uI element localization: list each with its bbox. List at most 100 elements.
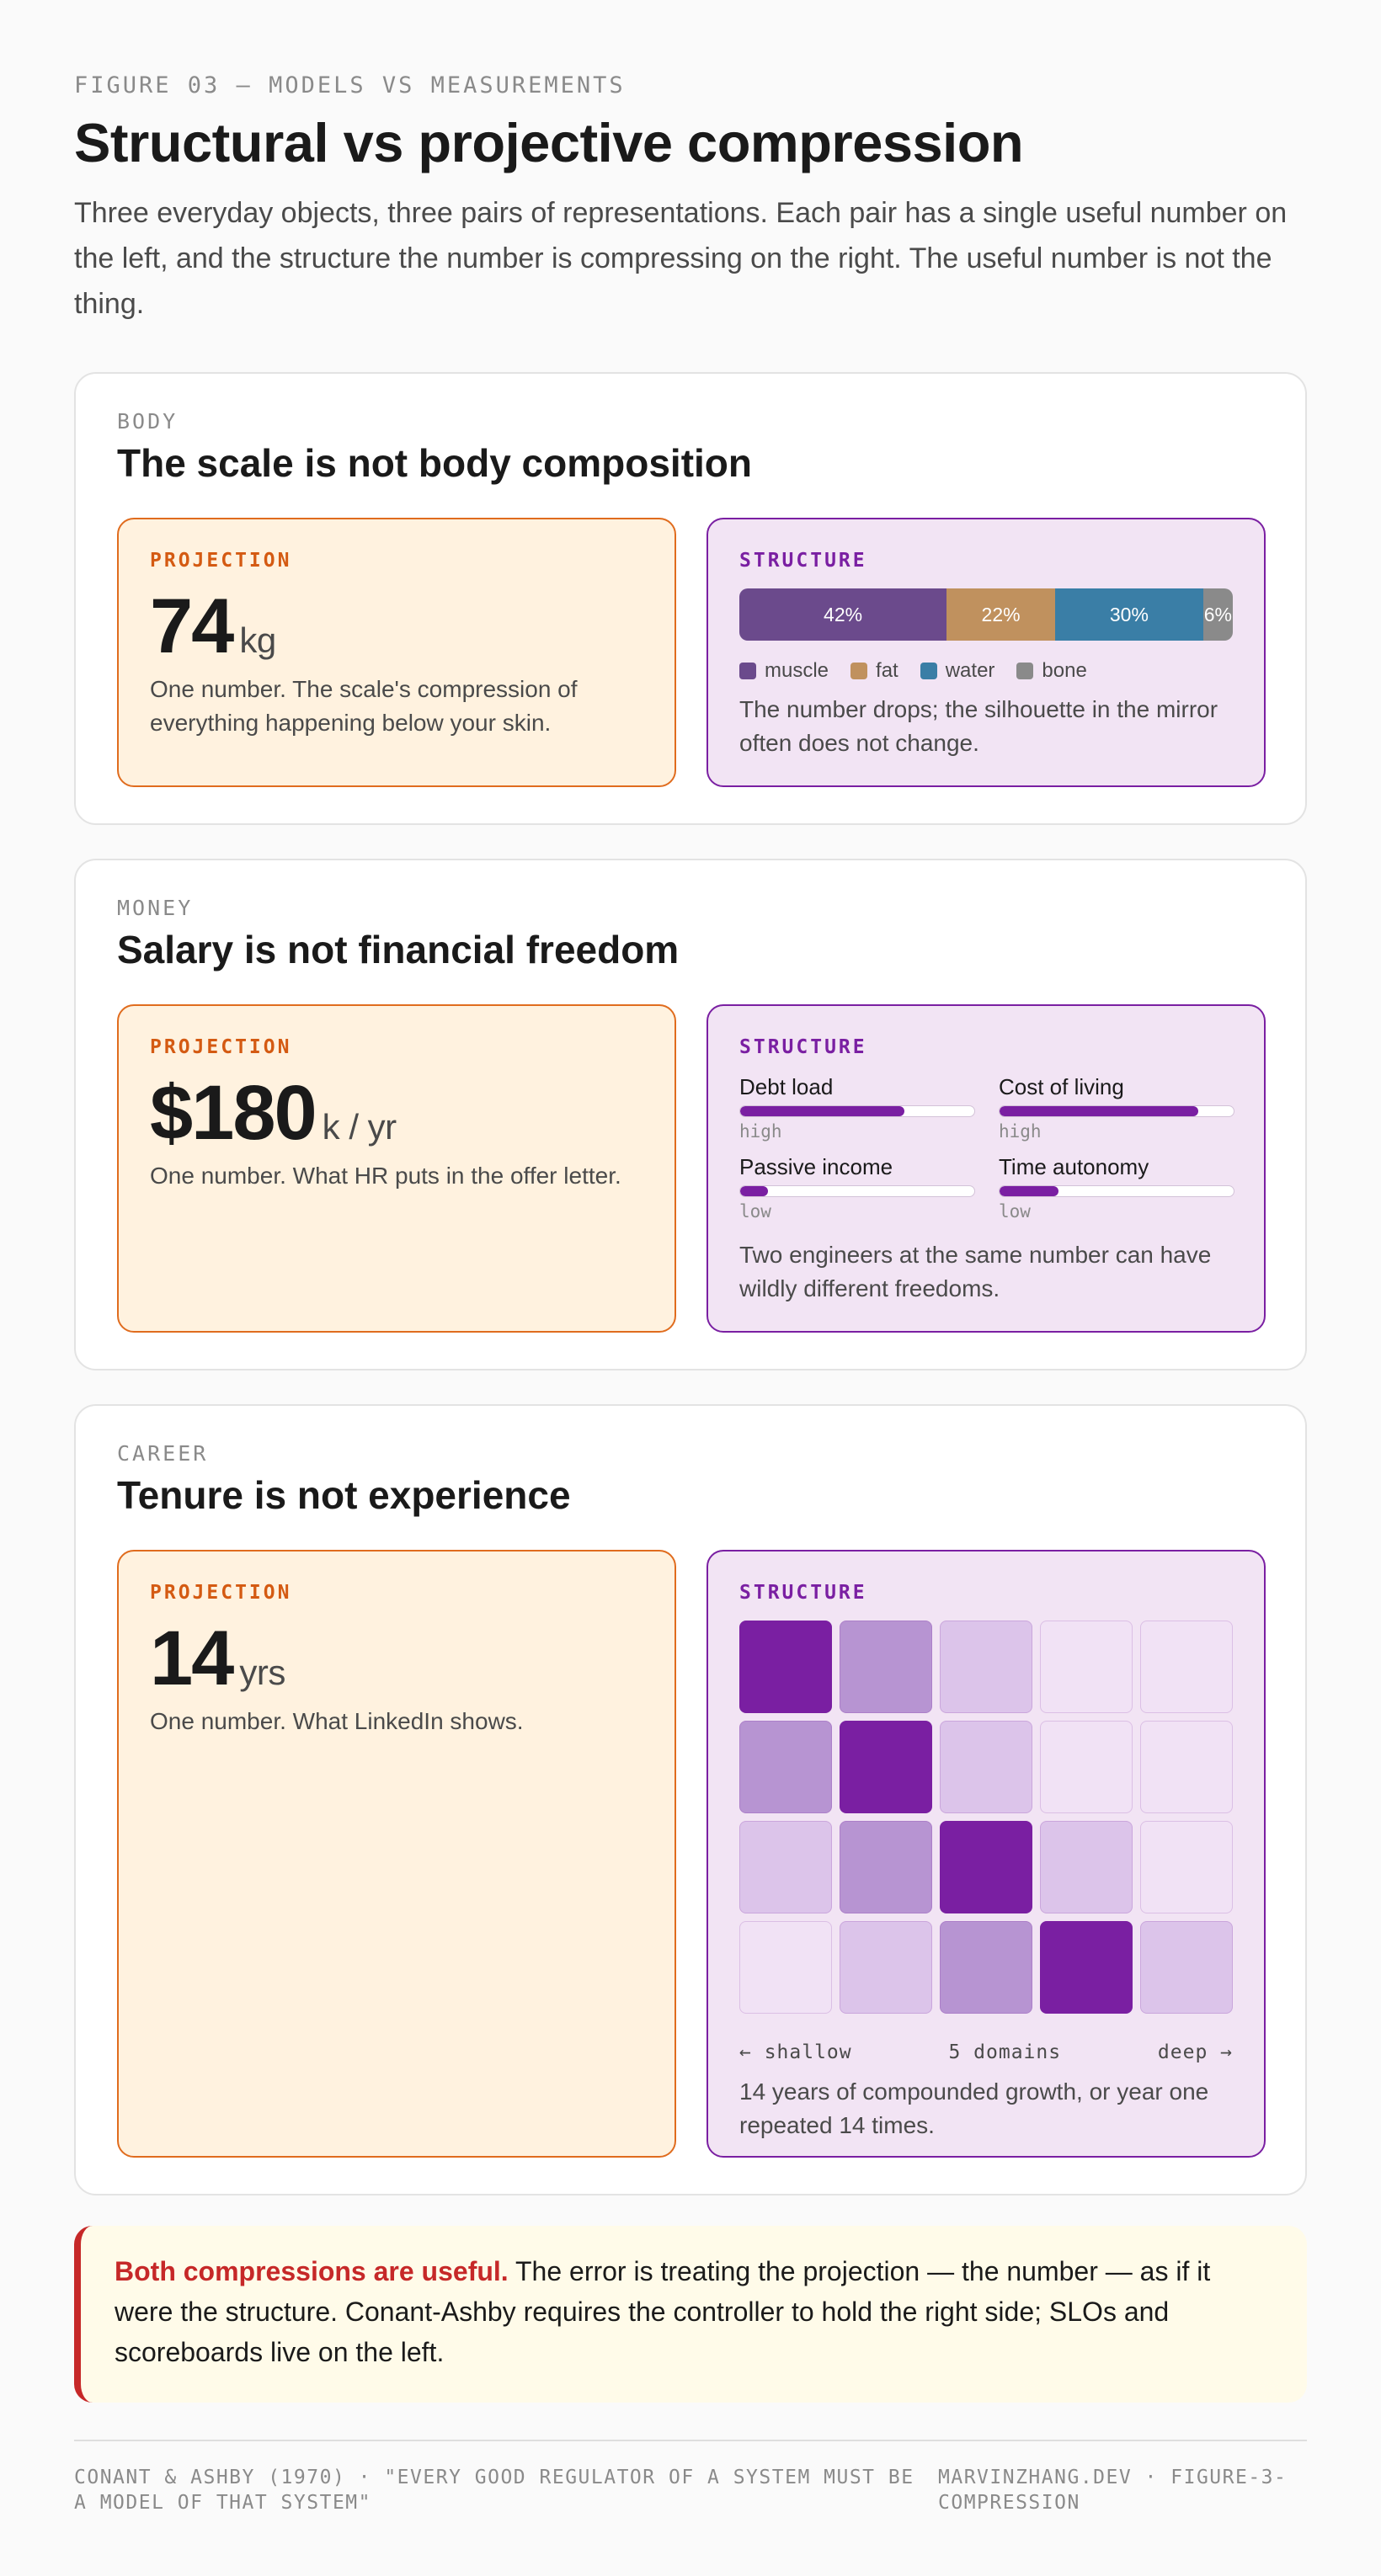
legend-label: water bbox=[945, 659, 995, 682]
structure-panel: STRUCTURE Debt load high Cost of living … bbox=[706, 1004, 1266, 1333]
section-label: MONEY bbox=[117, 896, 194, 920]
section-career: CAREER Tenure is not experience PROJECTI… bbox=[74, 1404, 1307, 2195]
grid-cell bbox=[739, 1621, 832, 1713]
meter-fill bbox=[740, 1186, 769, 1196]
meter-track bbox=[999, 1105, 1234, 1117]
projection-number: 74 kg bbox=[150, 580, 276, 673]
projection-label: PROJECTION bbox=[150, 1036, 292, 1058]
projection-value: 74 bbox=[150, 583, 234, 669]
section-title: Tenure is not experience bbox=[117, 1473, 571, 1517]
grid-cell bbox=[739, 1921, 832, 2014]
projection-unit: k / yr bbox=[322, 1107, 397, 1147]
meter-cost-of-living: Cost of living high bbox=[999, 1073, 1234, 1142]
page-subtitle: Three everyday objects, three pairs of r… bbox=[74, 197, 1288, 320]
meter-track bbox=[739, 1185, 975, 1197]
section-title: Salary is not financial freedom bbox=[117, 928, 680, 971]
grid-cell bbox=[940, 1621, 1032, 1713]
projection-description: One number. The scale's compression of e… bbox=[150, 676, 578, 736]
figure-eyebrow: FIGURE 03 — MODELS VS MEASUREMENTS bbox=[74, 72, 626, 98]
legend-item-bone: bone bbox=[1016, 659, 1087, 683]
grid-cell bbox=[840, 1621, 932, 1713]
grid-cell bbox=[840, 1721, 932, 1813]
projection-unit: kg bbox=[239, 620, 276, 660]
projection-number: 14 yrs bbox=[150, 1612, 285, 1705]
legend-swatch bbox=[920, 663, 937, 679]
composition-legend: muscle fat water bone bbox=[739, 659, 1087, 683]
meter-name: Passive income bbox=[739, 1154, 893, 1179]
projection-value: $180 bbox=[150, 1070, 317, 1156]
composition-segment-bone: 6% bbox=[1202, 588, 1233, 641]
meter-name: Time autonomy bbox=[999, 1154, 1149, 1179]
meter-fill bbox=[1000, 1186, 1058, 1196]
grid-cell bbox=[1140, 1721, 1233, 1813]
meter-time-autonomy: Time autonomy low bbox=[999, 1153, 1234, 1222]
structure-description: The number drops; the silhouette in the … bbox=[739, 696, 1218, 756]
callout-text: Both compressions are useful. The error … bbox=[115, 2251, 1260, 2372]
meter-fill bbox=[1000, 1106, 1199, 1116]
grid-cell bbox=[1040, 1921, 1133, 2014]
projection-description: One number. What LinkedIn shows. bbox=[150, 1708, 524, 1734]
experience-grid bbox=[739, 1621, 1233, 2014]
footer-divider bbox=[74, 2440, 1307, 2441]
legend-label: muscle bbox=[765, 659, 829, 682]
grid-cell bbox=[1140, 1821, 1233, 1913]
section-body: BODY The scale is not body composition P… bbox=[74, 372, 1307, 825]
legend-swatch bbox=[1016, 663, 1034, 679]
meter-debt-load: Debt load high bbox=[739, 1073, 975, 1142]
section-title: The scale is not body composition bbox=[117, 441, 752, 485]
projection-unit: yrs bbox=[239, 1653, 285, 1692]
projection-panel: PROJECTION 14 yrs One number. What Linke… bbox=[117, 1550, 676, 2158]
meter-level: high bbox=[739, 1121, 782, 1142]
structure-label: STRUCTURE bbox=[739, 1582, 867, 1604]
composition-segment-fat: 22% bbox=[946, 588, 1056, 641]
footer-source: MARVINZHANG.DEV · FIGURE-3-COMPRESSION bbox=[938, 2467, 1288, 2514]
grid-cell bbox=[1040, 1821, 1133, 1913]
composition-segment-muscle: 42% bbox=[739, 588, 947, 641]
page-title: Structural vs projective compression bbox=[74, 112, 1024, 173]
conclusion-callout: Both compressions are useful. The error … bbox=[74, 2226, 1307, 2403]
legend-item-fat: fat bbox=[850, 659, 898, 683]
meter-level: low bbox=[739, 1201, 771, 1221]
grid-cell bbox=[840, 1821, 932, 1913]
meter-name: Debt load bbox=[739, 1074, 834, 1099]
footer-citation: CONANT & ASHBY (1970) · "EVERY GOOD REGU… bbox=[74, 2467, 914, 2514]
grid-cell bbox=[739, 1721, 832, 1813]
grid-cell bbox=[1040, 1621, 1133, 1713]
composition-bar: 42% 22% 30% 6% bbox=[739, 588, 1233, 641]
grid-cell bbox=[739, 1821, 832, 1913]
composition-segment-water: 30% bbox=[1055, 588, 1203, 641]
axis-right-label: deep → bbox=[1157, 2041, 1233, 2063]
legend-label: fat bbox=[876, 659, 898, 682]
projection-description: One number. What HR puts in the offer le… bbox=[150, 1163, 621, 1189]
projection-panel: PROJECTION 74 kg One number. The scale's… bbox=[117, 518, 676, 787]
projection-label: PROJECTION bbox=[150, 550, 292, 572]
meter-track bbox=[739, 1105, 975, 1117]
axis-left-label: ← shallow bbox=[739, 2041, 852, 2063]
section-label: BODY bbox=[117, 409, 179, 434]
grid-cell bbox=[1140, 1921, 1233, 2014]
structure-label: STRUCTURE bbox=[739, 550, 867, 572]
grid-cell bbox=[940, 1721, 1032, 1813]
grid-cell bbox=[940, 1921, 1032, 2014]
meter-fill bbox=[740, 1106, 904, 1116]
grid-cell bbox=[840, 1921, 932, 2014]
projection-number: $180 k / yr bbox=[150, 1067, 397, 1159]
grid-cell bbox=[940, 1821, 1032, 1913]
callout-body: The error is treating the projection — t… bbox=[115, 2256, 1211, 2367]
grid-cell bbox=[1040, 1721, 1133, 1813]
axis-mid-label: 5 domains bbox=[948, 2041, 1062, 2063]
legend-label: bone bbox=[1042, 659, 1087, 682]
callout-lead: Both compressions are useful. bbox=[115, 2256, 509, 2286]
projection-value: 14 bbox=[150, 1615, 234, 1701]
structure-label: STRUCTURE bbox=[739, 1036, 867, 1058]
meter-name: Cost of living bbox=[999, 1074, 1124, 1099]
structure-panel: STRUCTURE 42% 22% 30% 6% muscle fat water bone… bbox=[706, 518, 1266, 787]
meter-level: high bbox=[999, 1121, 1042, 1142]
structure-description: 14 years of compounded growth, or year o… bbox=[739, 2078, 1209, 2138]
structure-description: Two engineers at the same number can hav… bbox=[739, 1242, 1212, 1301]
projection-panel: PROJECTION $180 k / yr One number. What … bbox=[117, 1004, 676, 1333]
legend-swatch bbox=[739, 663, 756, 679]
meter-level: low bbox=[999, 1201, 1031, 1221]
meter-track bbox=[999, 1185, 1234, 1197]
legend-swatch bbox=[850, 663, 868, 679]
